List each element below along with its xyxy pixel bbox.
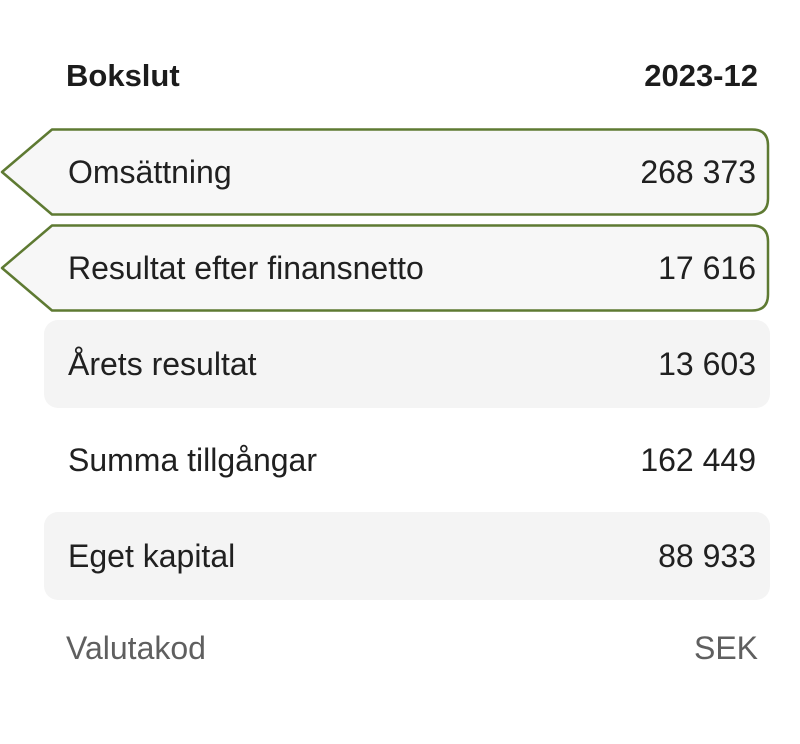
- row-value: 268 373: [640, 153, 756, 190]
- row-label: Årets resultat: [68, 345, 257, 382]
- currency-label: Valutakod: [66, 630, 206, 666]
- row-eget-kapital[interactable]: Eget kapital 88 933: [44, 512, 770, 600]
- row-value: 17 616: [658, 249, 756, 286]
- row-label: Omsättning: [68, 153, 232, 190]
- row-label: Eget kapital: [68, 537, 236, 574]
- header-title: Bokslut: [66, 58, 180, 93]
- currency-value: SEK: [693, 630, 758, 666]
- row-arets-resultat[interactable]: Årets resultat 13 603: [44, 320, 770, 408]
- header-period: 2023-12: [644, 58, 758, 93]
- row-label: Resultat efter finansnetto: [68, 249, 424, 286]
- row-value: 13 603: [658, 345, 756, 382]
- row-value: 88 933: [658, 537, 756, 574]
- row-summa-tillgangar[interactable]: Summa tillgångar 162 449: [44, 416, 770, 504]
- summary-header: Bokslut 2023-12: [66, 58, 758, 94]
- row-value: 162 449: [640, 441, 756, 478]
- row-resultat-efter-finansnetto[interactable]: Resultat efter finansnetto 17 616: [0, 224, 770, 312]
- currency-footer: Valutakod SEK: [66, 630, 758, 667]
- row-label: Summa tillgångar: [68, 441, 317, 478]
- row-omsattning[interactable]: Omsättning 268 373: [0, 128, 770, 216]
